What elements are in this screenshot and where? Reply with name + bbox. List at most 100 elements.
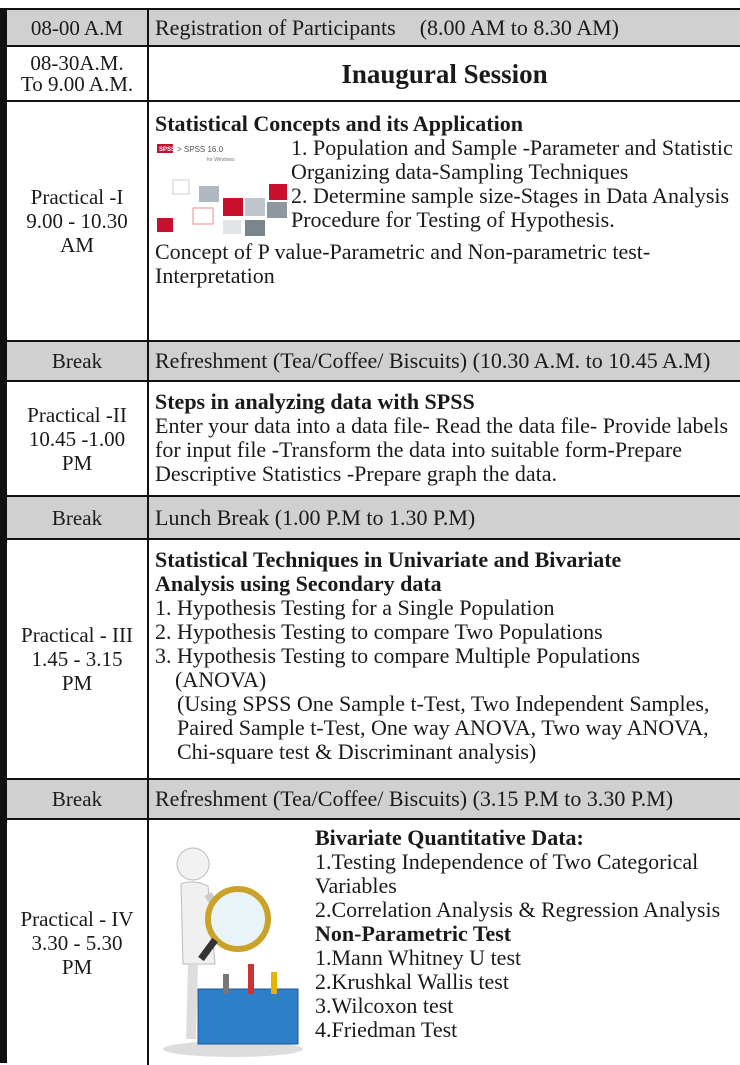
time-cell: Practical - III 1.45 - 3.15 PM (7, 540, 149, 778)
figure-head (176, 847, 210, 881)
activity-text: Refreshment (Tea/Coffee/ Biscuits) (3.15… (155, 786, 674, 811)
session-heading: Statistical Concepts and its Application (155, 111, 523, 136)
magnifier-illustration (163, 847, 303, 1057)
image-block: SPSS > SPSS 16.0 for Windows 1. Populati… (155, 136, 734, 240)
section-heading: Bivariate Quantitative Data: (315, 825, 584, 850)
magnifier-lens (205, 886, 271, 952)
activity-cell: Bivariate Quantitative Data: 1.Testing I… (149, 820, 740, 1065)
time-cell: Break (7, 497, 149, 538)
table-row: Practical - IV 3.30 - 5.30 PM Bivariate Qu… (7, 820, 740, 1065)
paragraph: Enter your data into a data file- Read t… (155, 413, 728, 486)
time-cell: Practical - IV 3.30 - 5.30 PM (7, 820, 149, 1065)
activity-cell: Statistical Techniques in Univariate and… (149, 540, 740, 778)
magnifier-handle (198, 937, 218, 962)
square (157, 218, 173, 232)
time-text: Break (51, 505, 103, 530)
activity-cell: Refreshment (Tea/Coffee/ Biscuits) (3.15… (149, 780, 740, 818)
session-title: Inaugural Session (341, 58, 548, 89)
time-note: (8.00 AM to 8.30 AM) (419, 14, 619, 40)
time-text: AM (60, 233, 94, 257)
square (223, 220, 241, 234)
square (223, 198, 243, 216)
list-item: 1. Hypothesis Testing for a Single Popul… (155, 595, 555, 620)
list-item: 1.Testing Independence of Two Categorica… (315, 849, 699, 898)
activity-cell: Inaugural Session (149, 47, 740, 100)
section-list: Bivariate Quantitative Data: 1.Testing I… (311, 824, 736, 1065)
list-item: 2. Hypothesis Testing to compare Two Pop… (155, 619, 603, 644)
list-item: 2.Krushkal Wallis test (315, 969, 509, 994)
table-row: 08-30A.M. To 9.00 A.M. Inaugural Session (7, 47, 740, 102)
square (267, 202, 287, 218)
image-title: > SPSS 16.0 (177, 145, 224, 154)
logo-text: SPSS (159, 147, 175, 153)
image-bg (155, 140, 289, 240)
table-row: Break Refreshment (Tea/Coffee/ Biscuits)… (7, 780, 740, 820)
list-item: 1.Mann Whitney U test (315, 945, 522, 970)
list-item: 3.Wilcoxon test (315, 993, 454, 1018)
table-row: Practical - III 1.45 - 3.15 PM Statistical… (7, 540, 740, 780)
time-text: To 9.00 A.M. (20, 71, 134, 96)
shadow (163, 1041, 303, 1057)
table-row: Practical -II 10.45 -1.00 PM Steps in anal… (7, 382, 740, 497)
time-text: Break (51, 349, 103, 373)
time-text: 3.30 - 5.30 (31, 930, 123, 955)
figure-leg (186, 963, 198, 1040)
square (172, 179, 190, 195)
square (269, 184, 287, 200)
time-text: Practical -II (27, 402, 127, 427)
activity-text: Lunch Break (1.00 P.M to 1.30 P.M) (155, 504, 476, 530)
image-subtitle: for Windows (207, 157, 235, 163)
logo-box (157, 144, 173, 153)
time-cell: Break (7, 342, 149, 380)
activity-cell: Refreshment (Tea/Coffee/ Biscuits) (10.3… (149, 342, 740, 380)
tool (271, 972, 277, 994)
time-cell: Practical -I 9.00 - 10.30 AM (7, 102, 149, 340)
time-text: Break (51, 787, 103, 811)
session-heading: Steps in analyzing data with SPSS (155, 389, 475, 414)
paragraph: Concept of P value-Parametric and Non-pa… (155, 239, 651, 288)
square (199, 186, 219, 202)
tool (248, 964, 254, 994)
section-heading: Non-Parametric Test (315, 921, 512, 946)
time-text: PM (61, 954, 93, 979)
tool (223, 974, 229, 994)
time-text: 08-30A.M. (30, 50, 124, 75)
spss-image: SPSS > SPSS 16.0 for Windows (155, 140, 289, 240)
activity-cell: Lunch Break (1.00 P.M to 1.30 P.M) (149, 497, 740, 538)
time-text: Practical - IV (20, 906, 134, 931)
time-cell: 08-00 A.M (7, 10, 149, 45)
table-row: Break Refreshment (Tea/Coffee/ Biscuits)… (7, 342, 740, 382)
time-text: Practical - III (21, 623, 133, 647)
list-item: 2. Determine sample size-Stages in Data … (291, 183, 730, 232)
time-text: 10.45 -1.00 (28, 426, 126, 451)
time-text: PM (61, 671, 93, 695)
list-item: 4.Friedman Test (315, 1017, 458, 1042)
list-item: 3. Hypothesis Testing to compare Multipl… (155, 643, 641, 692)
time-cell: Break (7, 780, 149, 818)
schedule-table: 08-00 A.M Registration of Participants (8… (0, 8, 740, 1065)
table-row: Practical -I 9.00 - 10.30 AM Statistical C… (7, 102, 740, 342)
figure-body (180, 881, 216, 965)
time-text: Practical -I (30, 185, 124, 209)
table-row: Break Lunch Break (1.00 P.M to 1.30 P.M) (7, 497, 740, 540)
square (245, 220, 265, 236)
time-text: 1.45 - 3.15 (31, 647, 123, 671)
activity-cell: Registration of Participants (8.00 AM to … (149, 10, 740, 45)
time-text: PM (61, 450, 93, 475)
list-note: (Using SPSS One Sample t-Test, Two Indep… (177, 691, 710, 764)
list-item: 2.Correlation Analysis & Regression Anal… (315, 897, 721, 922)
time-text: 08-00 A.M (30, 15, 124, 40)
time-cell: Practical -II 10.45 -1.00 PM (7, 382, 149, 495)
square (192, 207, 214, 225)
table-row: 08-00 A.M Registration of Participants (8… (7, 10, 740, 47)
time-text: 9.00 - 10.30 (26, 209, 128, 233)
session-heading: Statistical Techniques in Univariate and… (155, 547, 622, 596)
activity-cell: Steps in analyzing data with SPSS Enter … (149, 382, 740, 495)
time-cell: 08-30A.M. To 9.00 A.M. (7, 47, 149, 100)
square (245, 198, 265, 216)
toolbox (197, 988, 299, 1045)
activity-text: Refreshment (Tea/Coffee/ Biscuits) (10.3… (155, 348, 711, 373)
activity-cell: Statistical Concepts and its Application… (149, 102, 740, 340)
list-item: 1. Population and Sample -Parameter and … (291, 135, 733, 184)
